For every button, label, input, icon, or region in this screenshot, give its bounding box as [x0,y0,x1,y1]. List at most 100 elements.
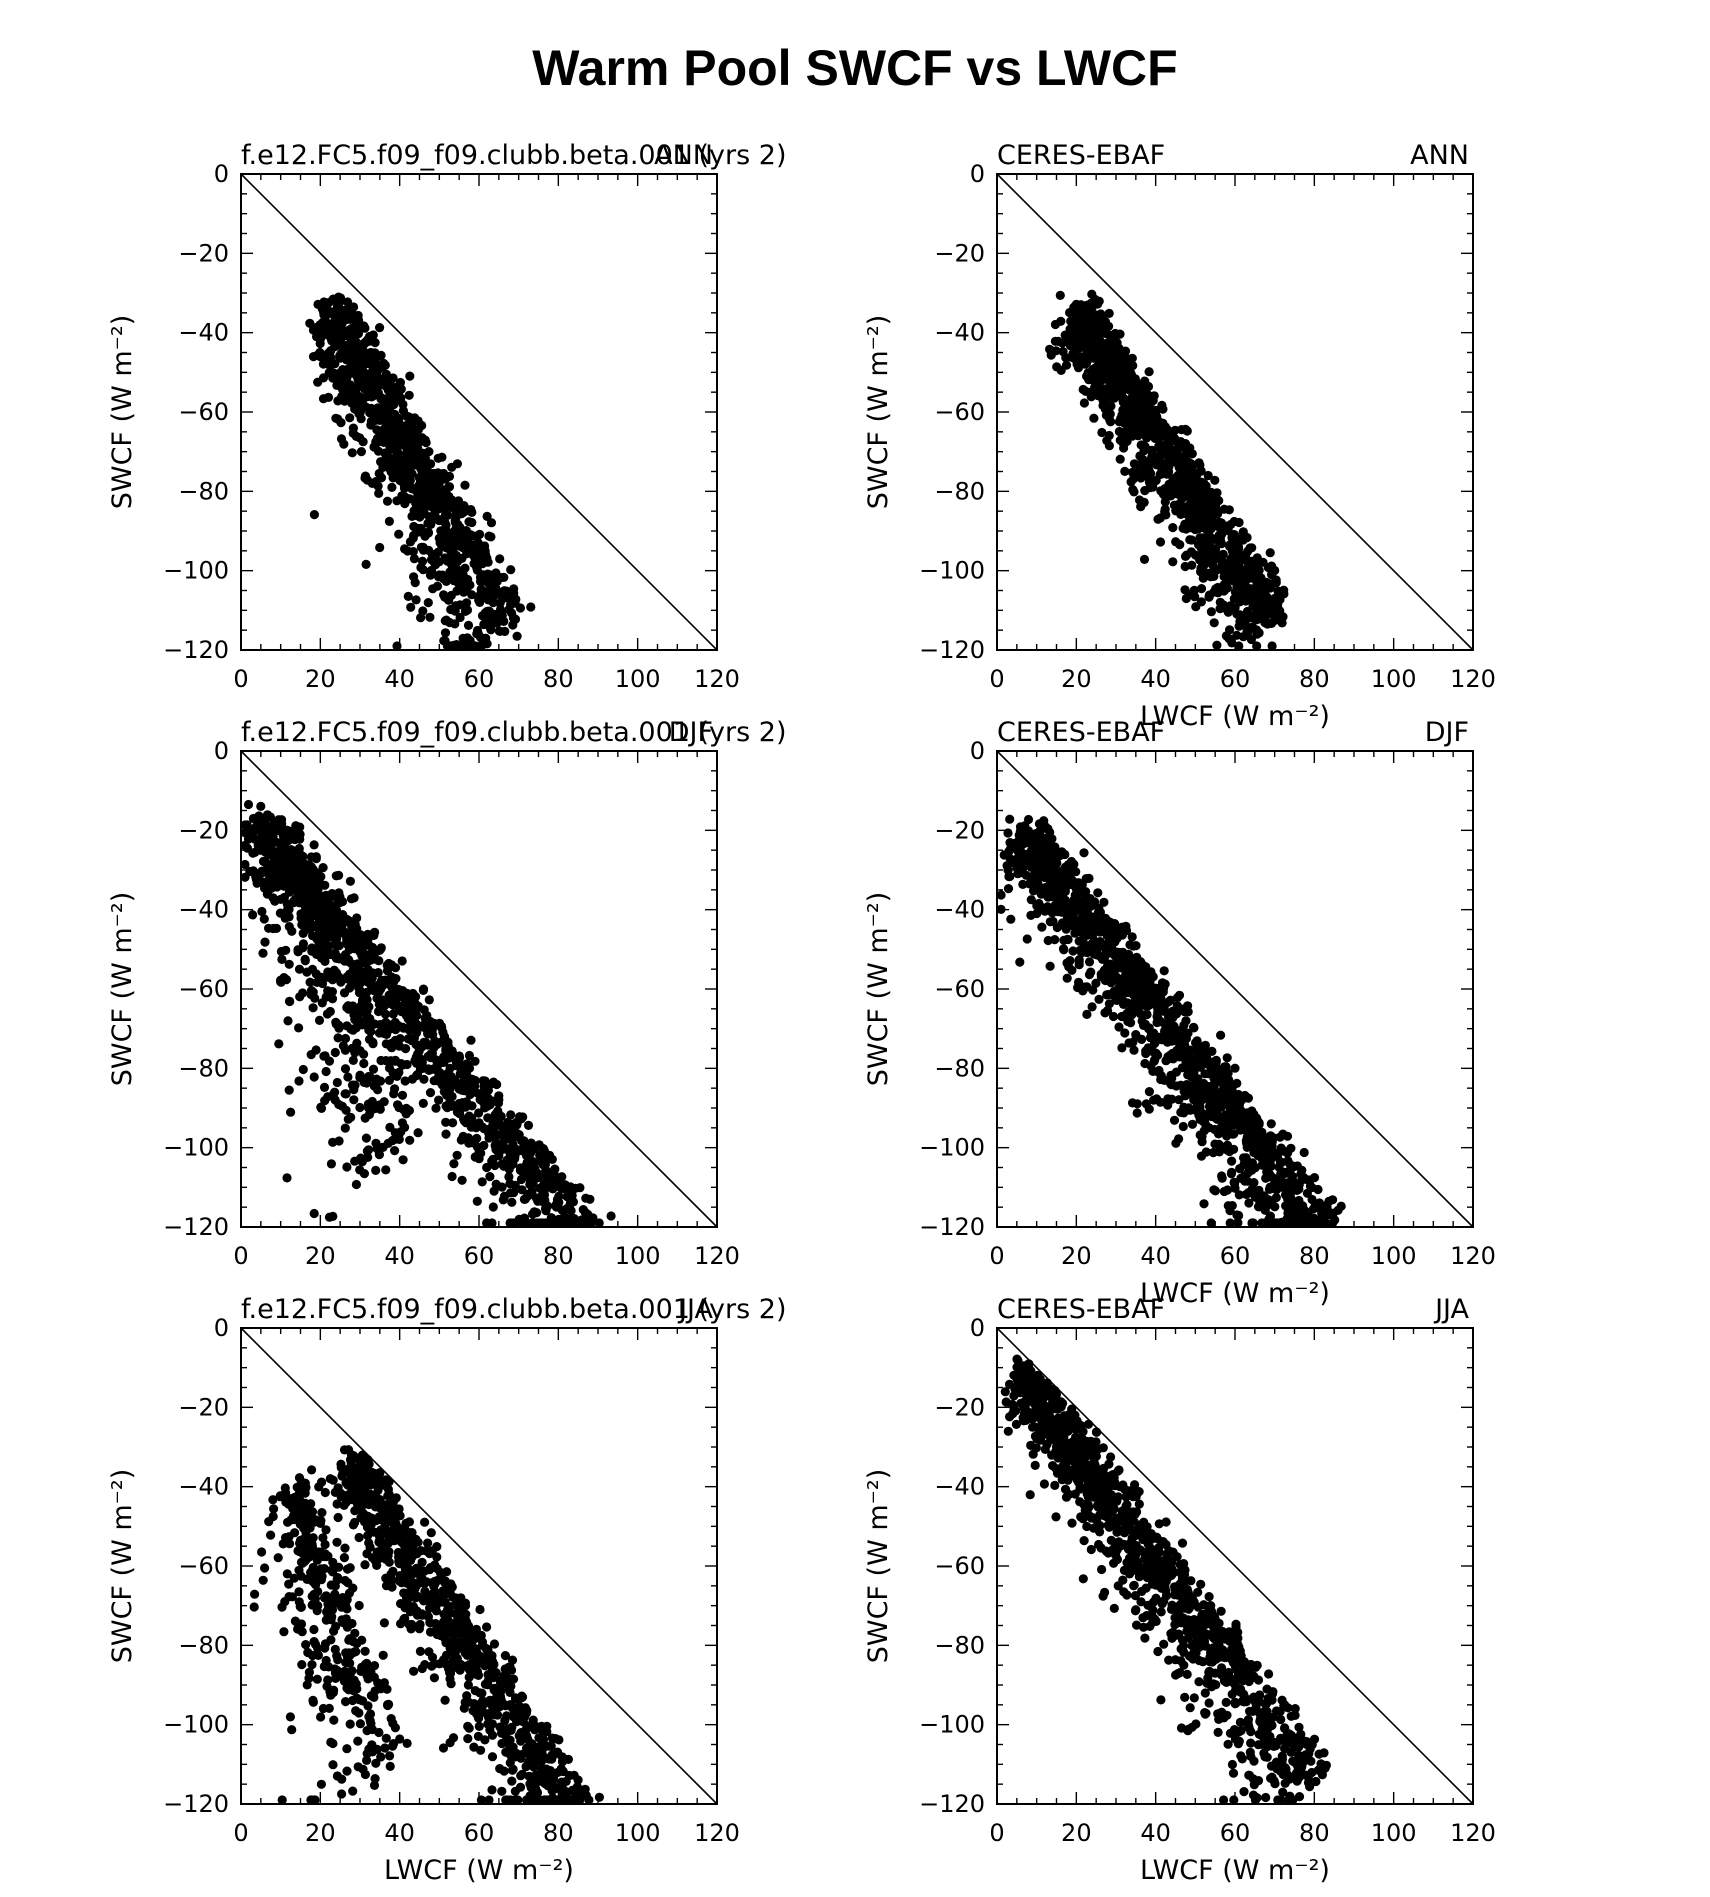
data-point [519,1136,529,1146]
data-point [1050,935,1060,945]
data-point [577,1218,587,1228]
data-point [1252,553,1262,563]
data-point [331,413,341,423]
y-tick-label: 0 [214,737,229,765]
y-tick-label: −120 [163,636,229,664]
data-point [401,411,411,421]
data-point [472,629,482,639]
data-point [1125,940,1135,950]
data-point [345,876,355,886]
data-point [1078,307,1088,317]
data-point [1206,607,1216,617]
data-point [467,590,477,600]
reference-line [996,750,1474,1228]
data-point [317,953,327,963]
data-point [384,414,394,424]
data-point [1180,585,1190,595]
data-point [1104,308,1114,318]
data-point [1267,641,1277,651]
data-point [309,840,319,850]
data-point [361,402,371,412]
x-tick-label: 80 [1299,665,1330,693]
y-tick-label: −120 [919,1213,985,1241]
data-point [413,459,423,469]
data-point [1155,537,1166,547]
x-tick-label: 20 [1061,665,1092,693]
data-point [1142,433,1152,443]
data-point [294,1076,304,1086]
data-point [1277,612,1288,622]
data-point [1169,1115,1180,1125]
data-point [547,1179,557,1189]
data-point [305,318,315,328]
data-point [397,1090,408,1100]
data-point [452,586,462,596]
data-point [416,542,426,552]
data-point [1225,601,1235,611]
data-point [295,822,305,832]
data-point [434,572,444,582]
data-point [1117,410,1127,420]
data-point [380,397,391,407]
data-point [451,601,461,611]
data-point [1141,1099,1151,1109]
data-point [340,1123,350,1133]
data-point [447,1046,457,1056]
data-point [413,1128,423,1138]
data-point [455,1109,465,1119]
data-point [396,393,406,403]
data-point [1084,970,1095,980]
data-point [399,479,409,490]
data-point [1018,879,1028,890]
data-point [511,1130,521,1140]
data-point [355,1102,365,1113]
data-point [1237,568,1247,578]
data-point [364,1145,374,1155]
data-point [484,531,494,541]
data-point [1203,470,1213,481]
data-point [1160,444,1170,454]
y-tick-label: −20 [934,239,985,267]
data-point [1178,523,1188,533]
data-point [413,416,423,426]
data-point [445,528,455,539]
y-axis-label: SWCF (W m⁻²) [863,892,894,1087]
data-point [410,430,420,440]
y-tick-label: −80 [934,477,985,505]
data-point [364,1025,374,1035]
data-point [374,488,384,498]
data-point [372,438,382,448]
data-point [1178,1121,1188,1132]
data-point [351,1023,361,1033]
data-point [240,859,250,870]
data-point [484,621,494,631]
data-point [1059,945,1069,955]
data-point [1148,1066,1158,1076]
data-point [466,531,476,541]
data-point [1137,1034,1147,1044]
data-point [1247,1218,1257,1228]
data-point [392,641,402,651]
data-point [418,1098,428,1108]
data-point [443,483,453,493]
data-point [306,986,317,996]
data-point [1255,614,1265,624]
panel-left-label: CERES-EBAF [997,140,1165,171]
data-point [1157,465,1167,475]
data-point [1186,494,1196,504]
x-tick-label: 100 [615,1242,661,1270]
data-point [1003,828,1013,838]
data-point [1108,1011,1119,1022]
data-point [441,1101,451,1111]
data-point [393,413,403,423]
data-point [996,890,1006,900]
data-point [455,522,465,532]
data-point [352,1038,362,1048]
data-point [1190,508,1200,518]
data-point [1214,538,1224,548]
data-point [400,499,410,509]
x-tick-label: 20 [305,665,336,693]
data-point [370,338,380,348]
data-point [373,403,383,413]
data-point [494,1095,504,1105]
